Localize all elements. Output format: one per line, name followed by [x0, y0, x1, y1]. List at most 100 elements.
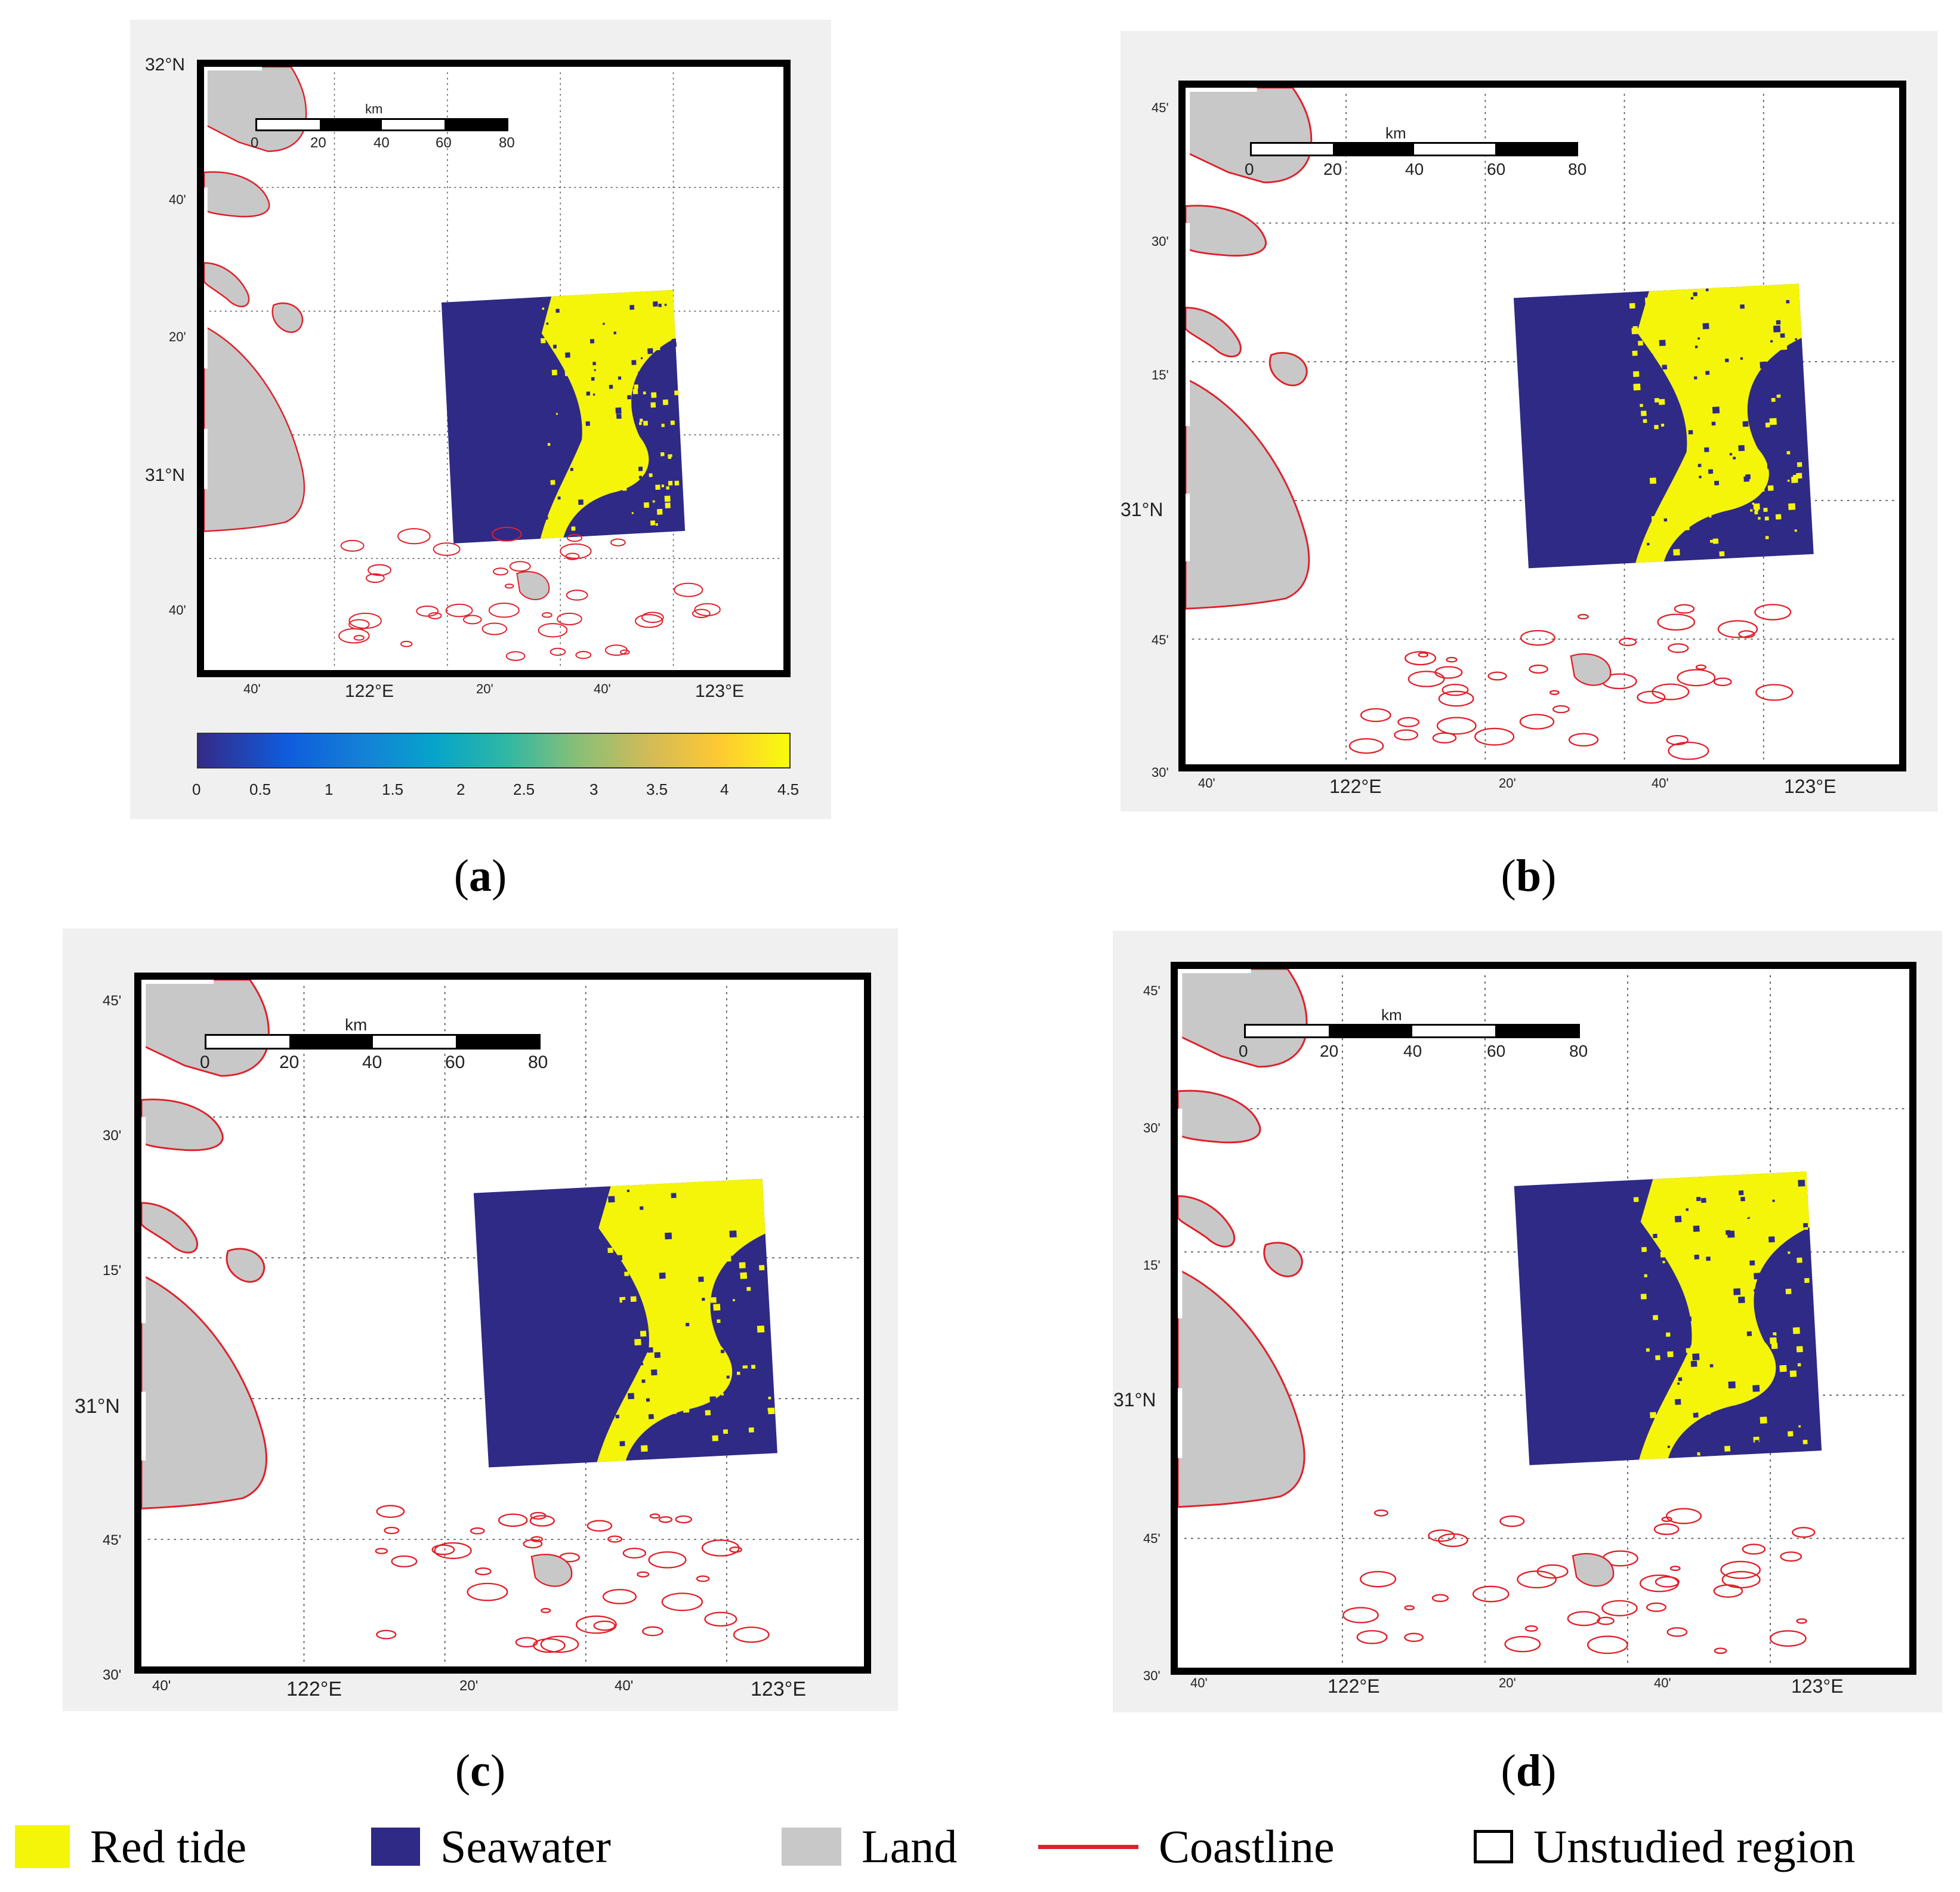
pixel-speckle — [1690, 1345, 1693, 1348]
pixel-speckle — [1796, 473, 1802, 479]
frame-tick — [575, 980, 647, 984]
map-canvas — [1178, 969, 1909, 1668]
land-polygon — [271, 302, 304, 334]
pixel-speckle — [628, 1393, 635, 1400]
lon-label: 122°E — [345, 681, 394, 701]
legend-label: Coastline — [1159, 1820, 1335, 1872]
pixel-speckle — [1734, 1200, 1738, 1203]
land-polygon — [204, 171, 270, 218]
island-outline — [1373, 1509, 1389, 1517]
lat-label: 30' — [1152, 765, 1169, 780]
pixel-speckle — [689, 1317, 692, 1321]
pixel-speckle — [542, 307, 545, 310]
pixel-speckle — [1679, 504, 1683, 508]
pixel-speckle — [1743, 476, 1750, 482]
pixel-speckle — [1746, 1331, 1752, 1337]
pixel-speckle — [668, 480, 673, 486]
pixel-speckle — [578, 499, 584, 505]
pixel-speckle — [1688, 430, 1693, 435]
pixel-speckle — [710, 1297, 717, 1303]
island-outline — [462, 615, 482, 625]
pixel-speckle — [625, 1216, 633, 1224]
pixel-speckle — [1772, 1209, 1777, 1214]
island-outline — [391, 1555, 418, 1567]
pixel-speckle — [1684, 1241, 1688, 1245]
island-outline — [1438, 690, 1474, 707]
pixel-speckle — [1641, 411, 1647, 416]
pixel-speckle — [651, 392, 657, 398]
pixel-speckle — [1757, 1288, 1765, 1295]
land-polygon — [1263, 1242, 1303, 1277]
island-outline — [729, 1546, 742, 1553]
pixel-speckle — [715, 1387, 721, 1392]
pixel-speckle — [627, 517, 631, 521]
lat-label: 45' — [103, 1532, 122, 1548]
pixel-speckle — [560, 459, 566, 466]
pixel-speckle — [674, 480, 680, 486]
pixel-speckle — [1647, 354, 1653, 360]
island-outline — [649, 1513, 660, 1519]
pixel-speckle — [638, 422, 642, 425]
scalebar-tick: 20 — [1323, 160, 1342, 178]
pixel-speckle — [730, 1215, 735, 1221]
pixel-speckle — [624, 424, 630, 430]
frame-tick — [286, 980, 359, 984]
island-outline — [340, 539, 365, 552]
frame-tick — [141, 1254, 146, 1323]
pixel-speckle — [712, 1201, 717, 1205]
pixel-speckle — [600, 365, 603, 368]
pixel-speckle — [623, 325, 628, 329]
pixel-speckle — [1641, 439, 1649, 446]
pixel-speckle — [619, 1441, 625, 1446]
pixel-speckle — [607, 486, 613, 492]
pixel-speckle — [1750, 509, 1753, 512]
pixel-speckle — [1769, 418, 1777, 425]
pixel-speckle — [1789, 1370, 1797, 1377]
scalebar-tick: 0 — [1239, 1042, 1248, 1060]
pixel-speckle — [638, 371, 643, 377]
pixel-speckle — [561, 303, 566, 307]
map-c — [134, 973, 871, 1674]
pixel-speckle — [586, 376, 589, 380]
lat-label: 15' — [1143, 1258, 1160, 1273]
pixel-speckle — [1803, 1201, 1807, 1205]
pixel-speckle — [659, 1272, 666, 1279]
pixel-speckle — [1731, 387, 1739, 394]
scalebar — [255, 118, 508, 131]
lon-label: 123°E — [1791, 1675, 1844, 1697]
pixel-speckle — [632, 1252, 637, 1257]
pixel-speckle — [1641, 1257, 1645, 1260]
pixel-speckle — [1740, 1196, 1745, 1202]
pixel-speckle — [591, 376, 595, 381]
pixel-speckle — [1644, 297, 1652, 304]
frame-tick — [141, 1529, 146, 1598]
land-swatch — [782, 1828, 841, 1866]
frame-tick — [1894, 223, 1899, 291]
pixel-speckle — [640, 1206, 644, 1210]
pixel-speckle — [1730, 1182, 1737, 1189]
scalebar-tick: 0 — [200, 1053, 210, 1072]
pixel-speckle — [644, 316, 651, 322]
land-polygon — [226, 1248, 266, 1283]
legend-item-seawater: Seawater — [371, 1811, 611, 1882]
pixel-speckle — [616, 1255, 623, 1261]
pixel-speckle — [1684, 525, 1690, 530]
pixel-speckle — [1795, 338, 1798, 341]
pixel-speckle — [646, 1398, 650, 1402]
pixel-speckle — [1733, 1288, 1741, 1295]
pixel-speckle — [658, 1285, 665, 1293]
pixel-speckle — [558, 314, 561, 318]
pixel-speckle — [555, 308, 560, 313]
pixel-speckle — [760, 1269, 764, 1273]
island-outline — [1669, 1566, 1681, 1572]
pixel-speckle — [628, 1231, 636, 1239]
pixel-speckle — [665, 502, 671, 509]
pixel-speckle — [630, 1296, 637, 1303]
island-outline — [1668, 741, 1709, 760]
pixel-speckle — [1800, 544, 1807, 551]
pixel-speckle — [659, 385, 662, 389]
pixel-speckle — [758, 1265, 765, 1271]
pixel-speckle — [1700, 1197, 1706, 1203]
pixel-speckle — [650, 402, 656, 408]
pixel-speckle — [550, 480, 555, 485]
